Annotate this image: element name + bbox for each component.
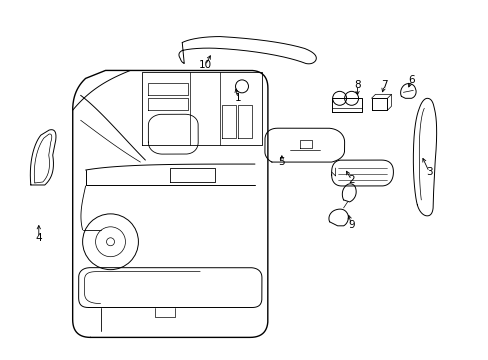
- Text: 10: 10: [198, 60, 211, 71]
- Text: 2: 2: [347, 175, 354, 185]
- Text: 4: 4: [36, 233, 42, 243]
- Text: 7: 7: [380, 80, 387, 90]
- Text: 6: 6: [407, 75, 414, 85]
- Text: 9: 9: [347, 220, 354, 230]
- Text: 1: 1: [234, 93, 241, 103]
- Text: 3: 3: [425, 167, 432, 177]
- Text: 5: 5: [278, 157, 285, 167]
- Text: 8: 8: [353, 80, 360, 90]
